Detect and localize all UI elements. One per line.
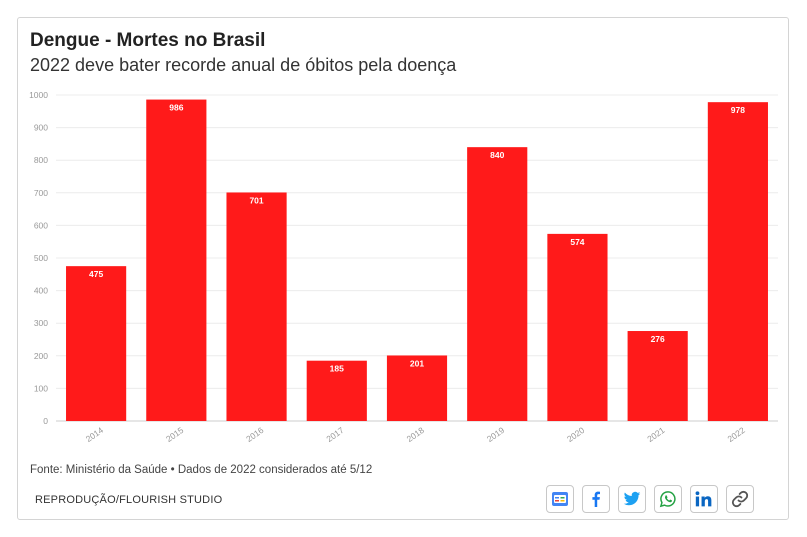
bar <box>627 331 688 421</box>
x-tick-label: 2022 <box>726 425 747 444</box>
bar <box>386 355 448 421</box>
linkedin-button[interactable] <box>690 485 718 513</box>
x-tick-label: 2021 <box>645 425 666 444</box>
x-tick-label: 2019 <box>485 425 506 444</box>
credit-text: REPRODUÇÃO/FLOURISH STUDIO <box>35 494 223 506</box>
link-icon <box>731 490 749 508</box>
data-label: 978 <box>731 105 745 115</box>
bar-chart: 0 100 200 300 400 500 600 700 800 900 1000 475 2014 9… <box>29 90 778 444</box>
y-tick-label: 600 <box>34 220 48 230</box>
chart-card: Dengue - Mortes no Brasil 2022 deve bate… <box>17 17 789 520</box>
data-label: 840 <box>490 150 504 160</box>
google-news-icon <box>552 492 568 506</box>
facebook-button[interactable] <box>582 485 610 513</box>
twitter-icon <box>623 491 641 506</box>
copy-link-button[interactable] <box>726 485 754 513</box>
data-label: 574 <box>570 237 584 247</box>
bar <box>547 233 608 421</box>
y-tick-label: 300 <box>34 318 48 328</box>
x-tick-label: 2016 <box>244 425 265 444</box>
y-tick-label: 400 <box>34 286 48 296</box>
y-tick-label: 700 <box>34 188 48 198</box>
y-tick-label: 500 <box>34 253 48 263</box>
bar <box>226 192 287 421</box>
bar <box>306 360 367 421</box>
y-tick-label: 800 <box>34 155 48 165</box>
facebook-icon <box>592 491 600 507</box>
y-tick-label: 200 <box>34 351 48 361</box>
data-label: 276 <box>651 334 665 344</box>
data-label: 701 <box>249 195 263 205</box>
y-tick-label: 0 <box>43 416 48 426</box>
bar <box>707 102 768 421</box>
data-label: 986 <box>169 103 183 113</box>
x-tick-label: 2020 <box>565 425 586 444</box>
bar <box>467 147 528 421</box>
y-tick-label: 900 <box>34 123 48 133</box>
x-tick-label: 2018 <box>405 425 426 444</box>
source-note: Fonte: Ministério da Saúde • Dados de 20… <box>30 464 373 476</box>
google-news-button[interactable] <box>546 485 574 513</box>
twitter-button[interactable] <box>618 485 646 513</box>
data-label: 201 <box>410 358 424 368</box>
chart-title: Dengue - Mortes no Brasil <box>30 30 266 51</box>
chart-subtitle: 2022 deve bater recorde anual de óbitos … <box>30 55 457 75</box>
data-label: 185 <box>330 364 344 374</box>
x-tick-label: 2015 <box>164 425 185 444</box>
x-tick-label: 2017 <box>324 425 345 444</box>
linkedin-icon <box>695 491 712 507</box>
y-tick-label: 100 <box>34 383 48 393</box>
share-bar <box>546 485 754 513</box>
bar <box>66 266 127 421</box>
data-label: 475 <box>89 269 103 279</box>
bar <box>146 99 207 422</box>
whatsapp-button[interactable] <box>654 485 682 513</box>
x-tick-label: 2014 <box>84 425 105 444</box>
y-tick-label: 1000 <box>29 90 48 100</box>
whatsapp-icon <box>659 491 676 508</box>
